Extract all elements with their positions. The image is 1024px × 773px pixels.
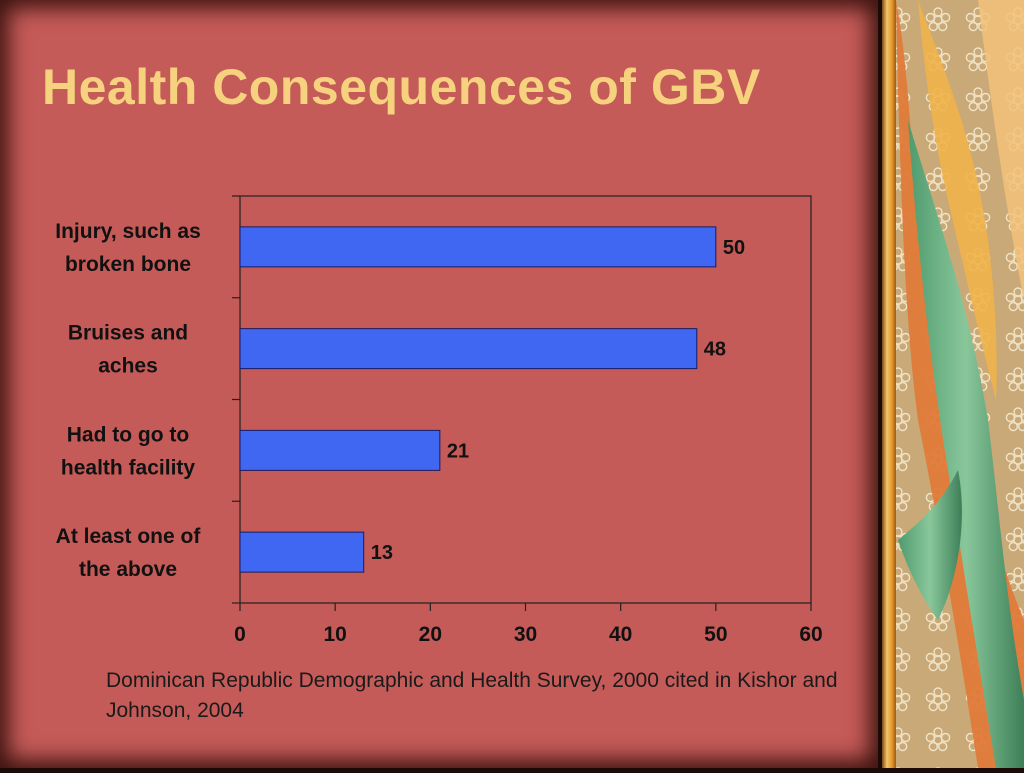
data-labels: 50 48 21 13 xyxy=(371,237,745,564)
decorative-border xyxy=(878,0,1024,768)
bar xyxy=(239,328,698,370)
bar-series xyxy=(239,226,717,573)
category-label-line: Bruises and xyxy=(68,322,188,345)
category-axis-labels: Injury, such as broken bone Bruises and ach… xyxy=(55,220,201,581)
x-tick-label: 0 xyxy=(234,623,246,646)
slide-title: Health Consequences of GBV xyxy=(42,59,761,115)
x-tick-label: 10 xyxy=(323,623,346,646)
x-tick-label: 50 xyxy=(704,623,727,646)
category-label: At least one of the above xyxy=(56,525,202,581)
floral-border-art xyxy=(878,0,1024,768)
data-label: 21 xyxy=(447,440,469,462)
category-label-line: the above xyxy=(79,558,177,581)
category-label: Had to go to health facility xyxy=(61,423,196,479)
data-label: 50 xyxy=(723,237,745,259)
bar xyxy=(239,429,441,471)
bar xyxy=(239,531,365,573)
x-tick-label: 30 xyxy=(514,623,537,646)
value-axis-labels: 0 10 20 30 40 50 60 xyxy=(234,623,823,646)
x-tick-label: 60 xyxy=(799,623,822,646)
data-label: 48 xyxy=(704,339,726,361)
bar-chart: Injury, such as broken bone Bruises and ach… xyxy=(55,195,823,646)
x-tick-label: 40 xyxy=(609,623,632,646)
category-label-line: aches xyxy=(98,355,158,378)
category-label-line: Injury, such as xyxy=(55,220,201,243)
category-label-line: At least one of xyxy=(56,525,202,548)
x-tick-label: 20 xyxy=(419,623,442,646)
bar xyxy=(239,226,717,268)
category-label: Injury, such as broken bone xyxy=(55,220,201,276)
category-label-line: Had to go to xyxy=(67,423,189,446)
category-label-line: health facility xyxy=(61,456,196,479)
category-label-line: broken bone xyxy=(65,253,191,276)
source-note: Dominican Republic Demographic and Healt… xyxy=(106,669,838,722)
data-label: 13 xyxy=(371,542,393,564)
category-label: Bruises and aches xyxy=(68,322,188,378)
